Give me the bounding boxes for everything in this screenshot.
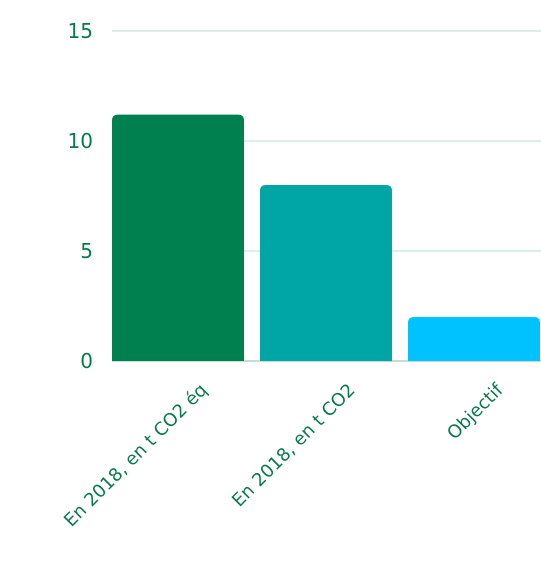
x-tick-label: Objectif [443,379,508,444]
bar [408,317,540,361]
y-tick-label: 15 [68,19,93,43]
x-axis-labels: En 2018, en t CO2 éq En 2018, en t CO2 Obj… [60,379,508,531]
y-axis-ticks: 0 5 10 15 [68,19,93,373]
x-tick-label: En 2018, en t CO2 éq [60,380,211,531]
y-tick-label: 5 [80,239,93,263]
x-tick-label: En 2018, en t CO2 [228,380,359,511]
bar [112,114,244,361]
bars [112,114,540,361]
y-tick-label: 0 [80,349,93,373]
y-tick-label: 10 [68,129,93,153]
bar [260,185,392,361]
